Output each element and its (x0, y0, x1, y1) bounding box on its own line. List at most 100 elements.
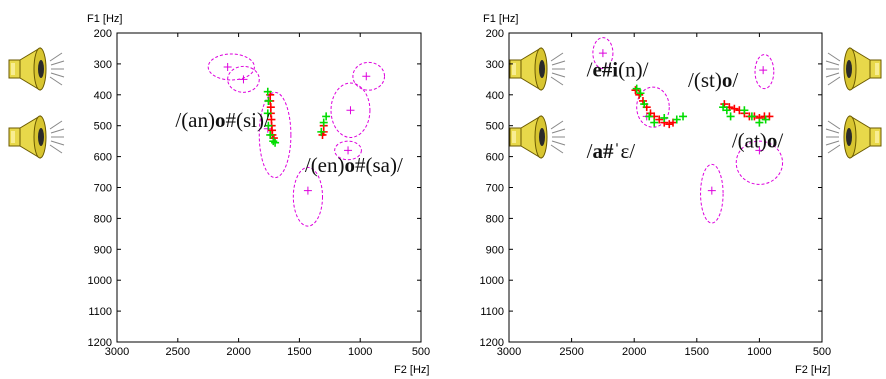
target-ellipse (592, 37, 614, 70)
vowel-target-marker (707, 186, 716, 195)
formant-point (665, 120, 674, 129)
formant-point (319, 118, 328, 127)
vowel-target-marker (759, 66, 768, 75)
y-tick-label: 500 (486, 121, 504, 133)
speaker-icon[interactable] (825, 115, 882, 159)
y-tick-label: 200 (486, 28, 504, 40)
target-ellipse (258, 91, 292, 179)
x-tick-label: 1000 (747, 346, 771, 358)
vowel-label-post: ˈɛ/ (613, 139, 635, 163)
target-ellipse (352, 61, 386, 91)
target-ellipse (330, 82, 371, 138)
y-tick-label: 300 (486, 59, 504, 71)
vowel-target-marker (362, 72, 371, 81)
vowel-label-bold: e#i (592, 57, 618, 81)
y-tick-label: 1100 (88, 306, 112, 318)
formant-point (730, 104, 739, 113)
speaker-icon[interactable] (825, 47, 882, 91)
y-tick-label: 900 (94, 244, 112, 256)
x-tick-label: 2500 (166, 346, 190, 358)
plot-area (116, 32, 422, 343)
target-ellipse (754, 54, 775, 90)
x-axis-label: F2 [Hz] (394, 364, 429, 376)
vowel-label: /(en)o#(sa)/ (305, 153, 403, 177)
formant-point (650, 118, 659, 127)
y-tick-label: 200 (94, 28, 112, 40)
x-tick-label: 1000 (348, 346, 372, 358)
formant-point (747, 112, 756, 121)
formant-chart-right: F1 [Hz] F2 [Hz] 3000 2500 2000 1500 1000 500 2… (480, 13, 832, 376)
vowel-label-pre: /(an) (175, 108, 215, 132)
formant-point (317, 127, 326, 136)
formant-point (761, 115, 770, 124)
vowel-label-bold: o (767, 128, 778, 152)
vowel-label-bold: o (345, 153, 356, 177)
formant-point (635, 90, 644, 99)
vowel-label: /a#ˈɛ/ (587, 139, 636, 163)
formant-point (264, 96, 273, 105)
formant-point (322, 112, 331, 121)
y-tick-label: 400 (94, 90, 112, 102)
vowel-label-bold: o (215, 108, 226, 132)
x-tick-label: 1500 (287, 346, 311, 358)
formant-point (269, 137, 278, 146)
formant-tracks (631, 84, 774, 129)
x-tick-label: 500 (412, 346, 430, 358)
y-tick-label: 400 (486, 90, 504, 102)
y-tick-label: 1000 (88, 275, 112, 287)
x-tick-label: 2000 (622, 346, 646, 358)
formant-point (640, 100, 649, 109)
speaker-icon[interactable] (509, 115, 566, 159)
y-tick-label: 900 (486, 244, 504, 256)
vowel-target-marker (598, 49, 607, 58)
target-ellipse (735, 140, 784, 185)
formant-tracks (263, 87, 331, 147)
vowel-label: /e#i(n)/ (587, 57, 649, 81)
x-tick-label: 3000 (105, 346, 129, 358)
vowel-label-pre: / (587, 57, 593, 81)
target-ellipse (292, 166, 324, 227)
vowel-target-marker (346, 106, 355, 115)
speaker-icon[interactable] (509, 47, 566, 91)
target-ellipse (700, 163, 724, 224)
formant-point (271, 138, 280, 147)
vowel-targets (223, 62, 371, 195)
target-ellipses (207, 53, 386, 227)
vowel-labels: /(an)o#(si)//(en)o#(sa)/ (175, 108, 403, 177)
formant-point (740, 106, 749, 115)
speaker-icon[interactable] (8, 47, 65, 91)
x-tick-label: 2000 (226, 346, 250, 358)
vowel-label: /(at)o/ (732, 128, 783, 152)
y-tick-label: 500 (94, 121, 112, 133)
formant-point (679, 112, 688, 121)
x-tick-label: 2500 (559, 346, 583, 358)
target-ellipse (227, 65, 260, 93)
vowel-label-post: / (732, 68, 738, 92)
vowel-label-bold: a# (592, 139, 614, 163)
vowel-label-pre: /(st) (688, 68, 722, 92)
axis-ticks: 3000 2500 2000 1500 1000 500 200 300 400 500 600 70… (88, 28, 431, 358)
vowel-target-marker (239, 75, 248, 84)
formant-point (755, 118, 764, 127)
formant-chart-left: F1 [Hz] F2 [Hz] 3000 2500 2000 1500 1000 500 2… (87, 13, 430, 376)
y-axis-label: F1 [Hz] (483, 13, 518, 25)
vowel-target-marker (223, 62, 232, 71)
vowel-label: /(st)o/ (688, 68, 738, 92)
speaker-icon[interactable] (8, 115, 65, 159)
x-tick-label: 500 (813, 346, 831, 358)
y-tick-label: 600 (94, 152, 112, 164)
target-ellipses (592, 37, 784, 224)
target-ellipse (207, 53, 255, 81)
formant-point (655, 115, 664, 124)
y-tick-label: 700 (94, 183, 112, 195)
vowel-label-post: / (777, 128, 783, 152)
y-tick-label: 800 (94, 213, 112, 225)
y-tick-label: 700 (486, 183, 504, 195)
y-tick-label: 1200 (88, 337, 112, 349)
target-ellipse (334, 140, 362, 161)
vowel-label-pre: /(en) (305, 153, 345, 177)
formant-point (263, 109, 272, 118)
formant-point (726, 112, 735, 121)
vowel-label-post: #(si)/ (226, 108, 270, 132)
y-tick-label: 1200 (480, 337, 504, 349)
